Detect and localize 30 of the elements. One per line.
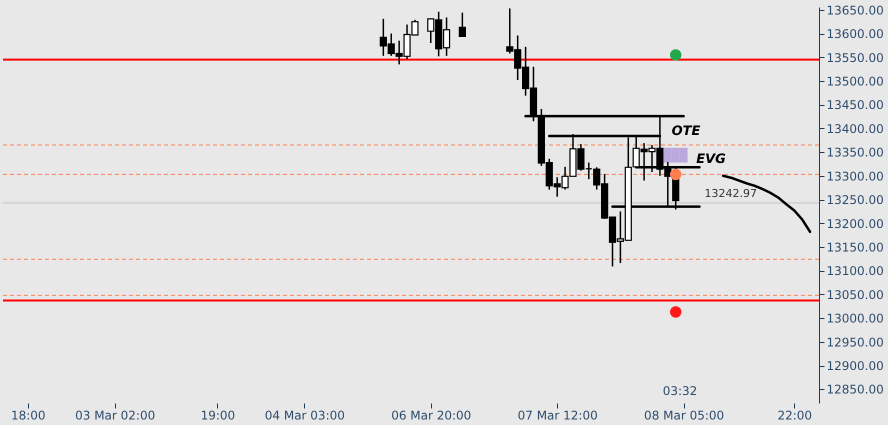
y-tick-label: 13450.00 xyxy=(826,98,884,112)
x-tick-label: 07 Mar 12:00 xyxy=(518,408,598,422)
y-tick-label: 13050.00 xyxy=(826,288,884,302)
annotation: OTE xyxy=(672,124,701,139)
x-tick-label: 08 Mar 05:00 xyxy=(644,408,724,422)
y-tick-label: 13250.00 xyxy=(826,193,884,208)
y-tick-label: 13200.00 xyxy=(826,216,884,231)
y-tick-label: 13100.00 xyxy=(826,264,884,278)
y-tick-label: 13000.00 xyxy=(826,312,884,326)
candlestick xyxy=(458,12,466,38)
annotation: 03:32 xyxy=(662,384,698,398)
y-tick-label: 13350.00 xyxy=(826,146,884,160)
y-tick-label: 13650.00 xyxy=(826,3,884,18)
x-tick-label: 22:00 xyxy=(777,408,812,422)
annotation: EVG xyxy=(696,152,726,167)
y-tick-label: 13150.00 xyxy=(826,240,884,254)
y-tick-label: 13300.00 xyxy=(826,169,884,184)
y-tick-label: 13600.00 xyxy=(826,27,884,42)
y-tick-label: 13550.00 xyxy=(826,50,884,65)
y-tick-label: 13500.00 xyxy=(826,74,884,88)
x-tick-label: 04 Mar 03:00 xyxy=(264,408,345,422)
x-tick-label: 03 Mar 02:00 xyxy=(75,408,156,422)
x-tick-label: 18:00 xyxy=(10,408,46,422)
y-tick-label: 13400.00 xyxy=(826,122,884,136)
y-tick-label: 12850.00 xyxy=(826,382,884,397)
y-tick-label: 12950.00 xyxy=(826,335,884,350)
ref-line-label: 13242.97 xyxy=(704,186,757,200)
y-tick-label: 12900.00 xyxy=(826,359,884,374)
x-tick-label: 19:00 xyxy=(200,408,236,422)
x-tick-label: 06 Mar 20:00 xyxy=(391,408,472,422)
